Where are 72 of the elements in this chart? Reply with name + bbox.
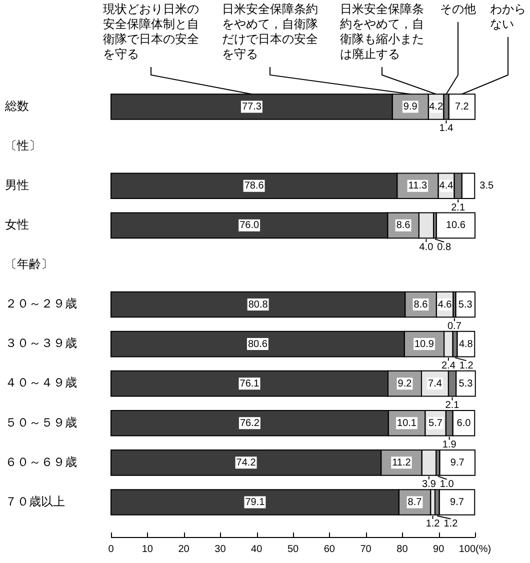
- data-label: 4.8: [458, 338, 474, 350]
- data-label: 1.2: [444, 518, 458, 530]
- x-tick-label: 40: [251, 544, 263, 555]
- data-label: 76.2: [240, 418, 260, 429]
- data-label: 78.6: [244, 180, 264, 192]
- data-label: 8.7: [408, 496, 422, 508]
- x-tick-label: 0: [108, 544, 114, 555]
- y-tick-label: 〔性〕: [5, 138, 41, 152]
- data-label: 0.7: [447, 320, 462, 332]
- text: その他: [440, 2, 476, 16]
- x-tick-label: 30: [214, 544, 226, 555]
- data-label: 9.7: [450, 496, 464, 508]
- y-tick-label: ２０～２９歳: [5, 296, 77, 311]
- data-label: 8.6: [414, 299, 428, 310]
- data-label: 1.2: [426, 518, 440, 530]
- x-tick-label: 70: [360, 544, 372, 555]
- y-tick-label: 〔年齢〕: [5, 257, 53, 272]
- y-tick-label: ３０～３９歳: [5, 336, 77, 350]
- x-tick-label: 20: [178, 544, 190, 555]
- x-tick-label: 50: [287, 544, 299, 555]
- x-tick-label: 100(%): [458, 544, 492, 555]
- data-label: 11.2: [392, 457, 412, 468]
- data-label: 9.7: [450, 457, 465, 468]
- data-label: 11.3: [408, 180, 428, 192]
- x-tick-label: 90: [433, 544, 445, 555]
- y-tick-label: 男性: [5, 178, 29, 192]
- data-label: 10.1: [397, 418, 417, 429]
- data-label: 7.2: [454, 102, 470, 113]
- data-label: 10.6: [446, 220, 466, 232]
- data-label: 9.2: [398, 378, 412, 390]
- data-label: 80.6: [248, 338, 268, 350]
- data-label: 4.0: [419, 242, 434, 253]
- data-label: 77.3: [242, 102, 262, 113]
- data-label: 5.3: [458, 378, 474, 390]
- data-label: 1.4: [439, 123, 454, 134]
- data-label: 4.2: [429, 102, 444, 113]
- data-label: 10.9: [414, 338, 434, 350]
- text: 日米安全保障条約をやめて，自衛隊も縮小または廃止する: [340, 2, 424, 62]
- text: 日米安全保障条約をやめて，自衛隊だけで日本の安全を守る: [222, 2, 318, 62]
- data-label: 79.1: [245, 496, 266, 508]
- data-label: 5.7: [428, 418, 443, 429]
- data-label: 1.9: [442, 440, 457, 451]
- data-label: 1.2: [459, 360, 474, 372]
- data-label: 9.9: [403, 102, 418, 113]
- data-label: 2.1: [445, 400, 460, 411]
- data-label: 6.0: [456, 418, 472, 429]
- data-label: 5.3: [458, 299, 473, 310]
- x-tick-label: 60: [324, 544, 336, 555]
- data-label: 3.5: [480, 180, 494, 192]
- data-label: 4.4: [439, 180, 454, 192]
- data-label: 76.1: [240, 378, 260, 390]
- y-tick-label: 女性: [5, 218, 29, 232]
- text: わからない: [490, 2, 526, 32]
- y-tick-label: ５０～５９歳: [5, 415, 77, 430]
- data-label: 1.0: [440, 479, 454, 490]
- data-label: 4.6: [438, 299, 452, 310]
- text: 現状どおり日米の安全保障体制と自衛隊で日本の安全を守る: [103, 2, 199, 62]
- data-label: 7.4: [428, 378, 442, 390]
- data-label: 74.2: [236, 457, 256, 468]
- data-label: 76.0: [240, 220, 260, 232]
- data-label: 80.8: [248, 299, 268, 310]
- y-tick-label: 総数: [4, 98, 29, 113]
- y-tick-label: ６０～６９歳: [5, 454, 77, 469]
- data-label: 3.9: [422, 479, 436, 490]
- x-tick-label: 80: [396, 544, 408, 555]
- y-tick-label: ７０歳以上: [5, 494, 65, 508]
- data-label: 2.1: [451, 202, 466, 214]
- data-label: 0.8: [437, 242, 452, 253]
- data-label: 2.4: [441, 360, 456, 372]
- y-tick-label: ４０～４９歳: [5, 376, 77, 390]
- x-tick-label: 10: [142, 544, 154, 555]
- data-label: 8.6: [396, 220, 411, 232]
